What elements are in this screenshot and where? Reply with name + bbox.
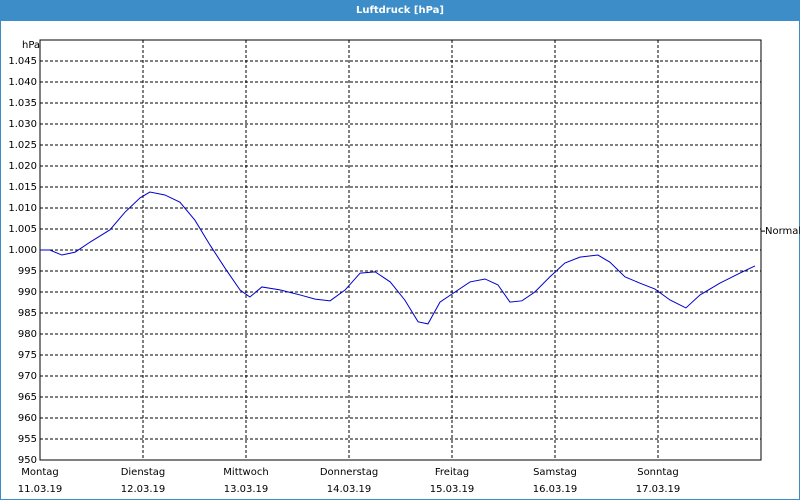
- line-series: [40, 191, 756, 325]
- y-tick-label: 990: [18, 287, 37, 298]
- y-tick-label: 1.015: [8, 182, 37, 193]
- y-unit: hPa: [22, 40, 40, 51]
- y-tick-label: 960: [18, 413, 37, 424]
- y-tick-label: 1.040: [8, 77, 37, 88]
- y-tick-label: 1.025: [8, 140, 37, 151]
- x-tick-label: Samstag: [533, 467, 577, 478]
- x-tick-label: Montag: [21, 467, 58, 478]
- title-bar: [0, 0, 800, 20]
- x-tick-label: Freitag: [435, 467, 469, 478]
- x-tick-date: 17.03.19: [636, 484, 681, 495]
- x-tick-label: Sonntag: [637, 467, 679, 478]
- y-tick-label: 1.020: [8, 161, 37, 172]
- x-tick-date: 16.03.19: [533, 484, 578, 495]
- y-tick-label: 1.045: [8, 56, 37, 67]
- y-tick-label: 970: [18, 371, 37, 382]
- y-tick-label: 965: [18, 392, 37, 403]
- y-tick-label: 995: [18, 266, 37, 277]
- y-tick-label: 955: [18, 434, 37, 445]
- y-tick-label: 975: [18, 350, 37, 361]
- x-tick-label: Dienstag: [121, 467, 166, 478]
- x-tick-date: 11.03.19: [18, 484, 63, 495]
- x-tick-date: 15.03.19: [430, 484, 475, 495]
- y-tick-label: 1.005: [8, 224, 37, 235]
- x-tick-label: Donnerstag: [320, 467, 378, 478]
- y-tick-label: 980: [18, 329, 37, 340]
- y-tick-label: 1.000: [8, 245, 37, 256]
- x-tick-date: 13.03.19: [224, 484, 269, 495]
- y-tick-label: 1.030: [8, 119, 37, 130]
- annotation-label: Normal: [765, 226, 800, 237]
- y-tick-label: 1.010: [8, 203, 37, 214]
- x-tick-date: 14.03.19: [327, 484, 372, 495]
- y-tick-label: 1.035: [8, 98, 37, 109]
- window-border: [0, 20, 800, 500]
- y-tick-label: 985: [18, 308, 37, 319]
- x-tick-label: Mittwoch: [223, 467, 268, 478]
- chart-title: Luftdruck [hPa]: [356, 5, 444, 16]
- x-tick-date: 12.03.19: [121, 484, 166, 495]
- y-tick-label: 950: [18, 455, 37, 466]
